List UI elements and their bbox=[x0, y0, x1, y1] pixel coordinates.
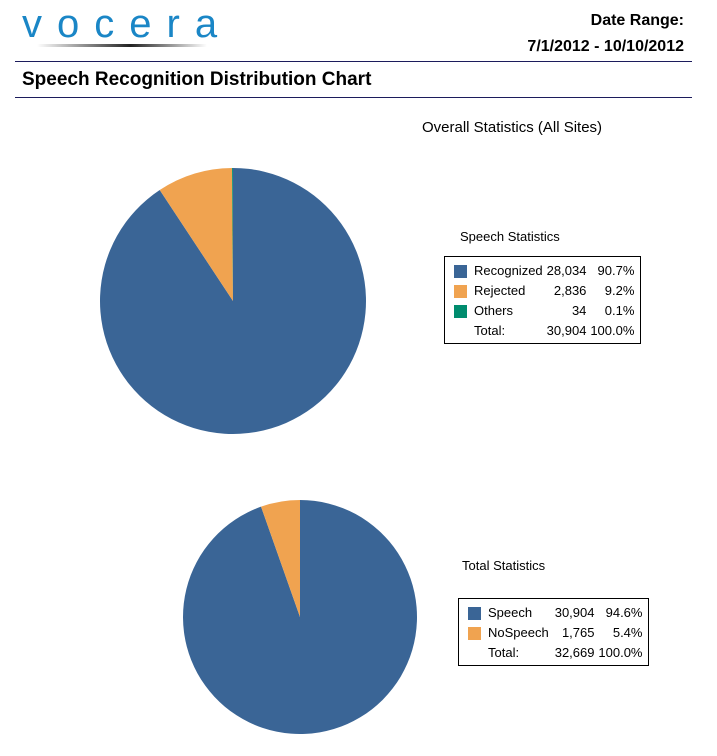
logo-text: vocera bbox=[22, 2, 233, 46]
legend-label: Others bbox=[474, 302, 514, 318]
rejected-swatch bbox=[454, 284, 467, 298]
pie-slice-speech bbox=[182, 500, 417, 734]
legend-percent: 5.4% bbox=[612, 624, 643, 640]
legend-count: 2,836 bbox=[553, 282, 587, 298]
nospeech-swatch bbox=[468, 626, 481, 640]
legend-label: Recognized bbox=[474, 262, 543, 278]
legend-label: NoSpeech bbox=[488, 624, 549, 640]
legend-count: 28,034 bbox=[546, 262, 587, 278]
pie-slice-rejected bbox=[159, 168, 233, 301]
legend-row-total: Total: 32,669 100.0% bbox=[468, 642, 642, 662]
recognized-swatch bbox=[454, 264, 467, 278]
others-swatch bbox=[454, 304, 467, 318]
legend-row-recognized: Recognized 28,034 90.7% bbox=[454, 260, 634, 280]
legend-row-nospeech: NoSpeech 1,765 5.4% bbox=[468, 622, 642, 642]
legend-percent: 94.6% bbox=[605, 604, 643, 620]
date-range-label: Date Range: bbox=[590, 12, 684, 29]
legend-total-count: 30,904 bbox=[546, 322, 587, 338]
legend-total-label: Total: bbox=[488, 644, 520, 660]
legend-total-percent: 100.0% bbox=[598, 644, 643, 660]
legend-row-rejected: Rejected 2,836 9.2% bbox=[454, 280, 634, 300]
legend-count: 1,765 bbox=[561, 624, 595, 640]
legend-row-others: Others 34 0.1% bbox=[454, 300, 634, 320]
speech-statistics-legend: Recognized 28,034 90.7% Rejected 2,836 9… bbox=[444, 256, 642, 344]
legend-percent: 90.7% bbox=[597, 262, 635, 278]
legend-percent: 0.1% bbox=[604, 302, 635, 318]
speech-statistics-title: Speech Statistics bbox=[460, 229, 560, 244]
legend-count: 30,904 bbox=[554, 604, 595, 620]
total-statistics-title: Total Statistics bbox=[462, 558, 546, 573]
date-range-value: 7/1/2012 - 10/10/2012 bbox=[527, 38, 684, 55]
vocera-logo: vocera bbox=[22, 2, 217, 50]
legend-total-count: 32,669 bbox=[554, 644, 595, 660]
legend-count: 34 bbox=[571, 302, 587, 318]
legend-label: Rejected bbox=[474, 282, 526, 298]
legend-row-total: Total: 30,904 100.0% bbox=[454, 320, 634, 340]
total-statistics-pie-chart bbox=[182, 500, 417, 734]
legend-label: Speech bbox=[488, 604, 533, 620]
pie-slice-nospeech bbox=[261, 500, 300, 617]
pie-slice-others bbox=[232, 168, 233, 301]
legend-row-speech: Speech 30,904 94.6% bbox=[468, 602, 642, 622]
section-title: Overall Statistics (All Sites) bbox=[422, 119, 603, 136]
speech-swatch bbox=[468, 606, 481, 620]
speech-statistics-pie-chart bbox=[99, 168, 366, 434]
logo-swoosh bbox=[37, 44, 207, 47]
report-title: Speech Recognition Distribution Chart bbox=[22, 69, 372, 90]
legend-total-percent: 100.0% bbox=[590, 322, 635, 338]
header-divider-top bbox=[15, 61, 692, 62]
header-divider-bottom bbox=[15, 97, 692, 98]
legend-total-label: Total: bbox=[474, 322, 506, 338]
legend-percent: 9.2% bbox=[604, 282, 635, 298]
total-statistics-legend: Speech 30,904 94.6% NoSpeech 1,765 5.4% … bbox=[458, 598, 650, 666]
